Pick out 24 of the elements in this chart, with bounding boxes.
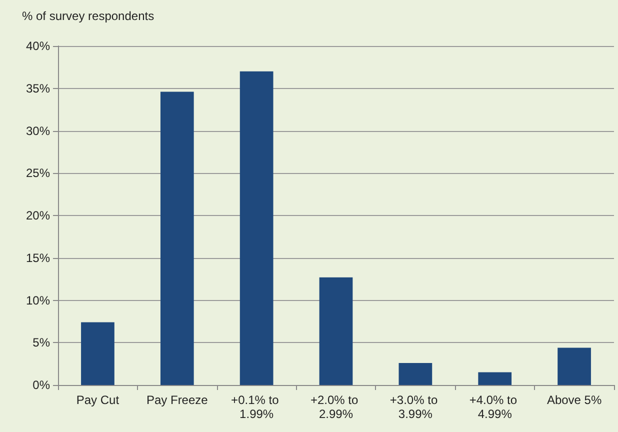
bar bbox=[319, 277, 353, 385]
bar bbox=[478, 372, 512, 385]
y-tick-label: 10% bbox=[26, 293, 50, 308]
x-tick-label: +3.0% to 3.99% bbox=[390, 393, 441, 421]
y-tick-label: 25% bbox=[26, 166, 50, 180]
bar bbox=[398, 362, 432, 385]
y-tick-label: 20% bbox=[26, 208, 50, 222]
x-tick-label: +2.0% to 2.99% bbox=[310, 393, 362, 421]
y-tick-label: 30% bbox=[26, 124, 50, 138]
y-tick-label: 15% bbox=[26, 250, 50, 265]
y-tick-label: 5% bbox=[32, 336, 50, 350]
bar bbox=[558, 348, 591, 385]
bar bbox=[240, 71, 274, 385]
y-tick-label: 35% bbox=[26, 81, 50, 96]
y-axis-title: % of survey respondents bbox=[22, 9, 154, 23]
bar bbox=[160, 92, 194, 385]
x-tick-label: Pay Freeze bbox=[146, 393, 208, 407]
y-tick-label: 40% bbox=[26, 39, 50, 53]
x-tick-label: +4.0% to 4.99% bbox=[469, 393, 520, 421]
x-tick-label: +0.1% to 1.99% bbox=[231, 393, 282, 421]
x-tick-label: Above 5% bbox=[546, 393, 602, 407]
bar bbox=[81, 322, 114, 385]
x-tick-label: Pay Cut bbox=[76, 393, 120, 407]
y-tick-label: 0% bbox=[32, 378, 50, 392]
